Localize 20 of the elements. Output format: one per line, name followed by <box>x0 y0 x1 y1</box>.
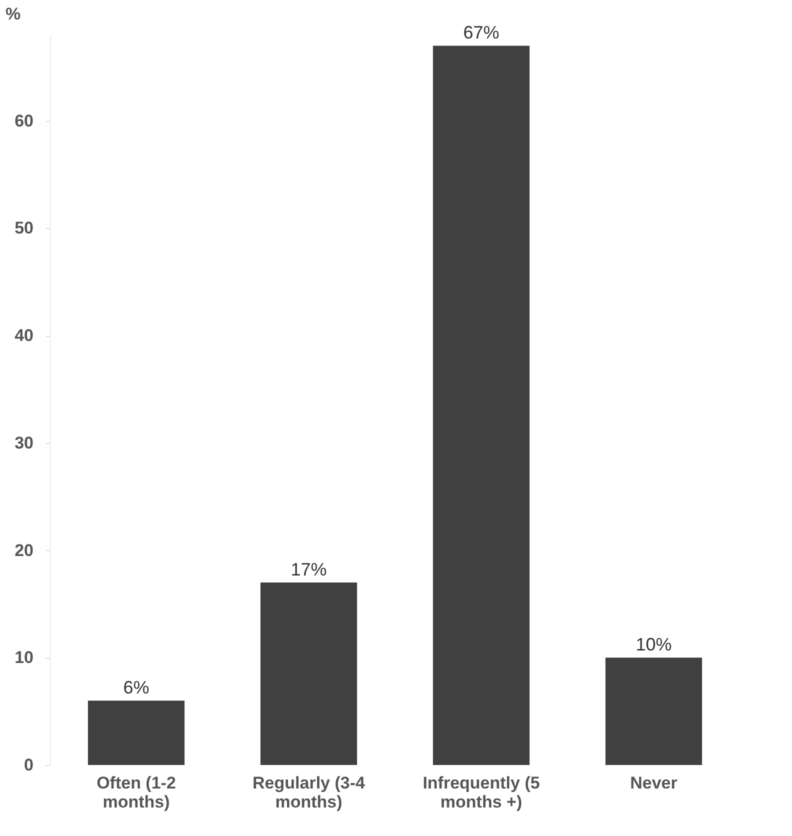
data-label: 67% <box>463 22 500 43</box>
data-label: 17% <box>290 560 327 580</box>
bar <box>260 582 358 765</box>
x-tick-label: Often (1-2 months) <box>96 774 176 812</box>
y-tick-label: 0 <box>24 756 34 774</box>
data-label: 6% <box>123 678 150 698</box>
y-tick-label: 30 <box>14 433 34 452</box>
y-tick-label: 60 <box>14 111 34 130</box>
bar <box>88 700 185 765</box>
y-tick-label: 10 <box>14 648 34 668</box>
x-tick-label: Regularly (3-4 months) <box>252 774 366 812</box>
data-label: 10% <box>636 634 672 655</box>
x-tick-label: Never <box>630 774 678 792</box>
bar <box>605 658 702 765</box>
y-tick-label: 40 <box>14 326 34 346</box>
x-tick-label: Infrequently (5 months +) <box>422 774 540 812</box>
bar <box>432 46 530 765</box>
y-tick-label: 50 <box>14 218 34 238</box>
y-axis-title: % <box>6 4 21 24</box>
y-tick-label: 20 <box>14 540 34 560</box>
